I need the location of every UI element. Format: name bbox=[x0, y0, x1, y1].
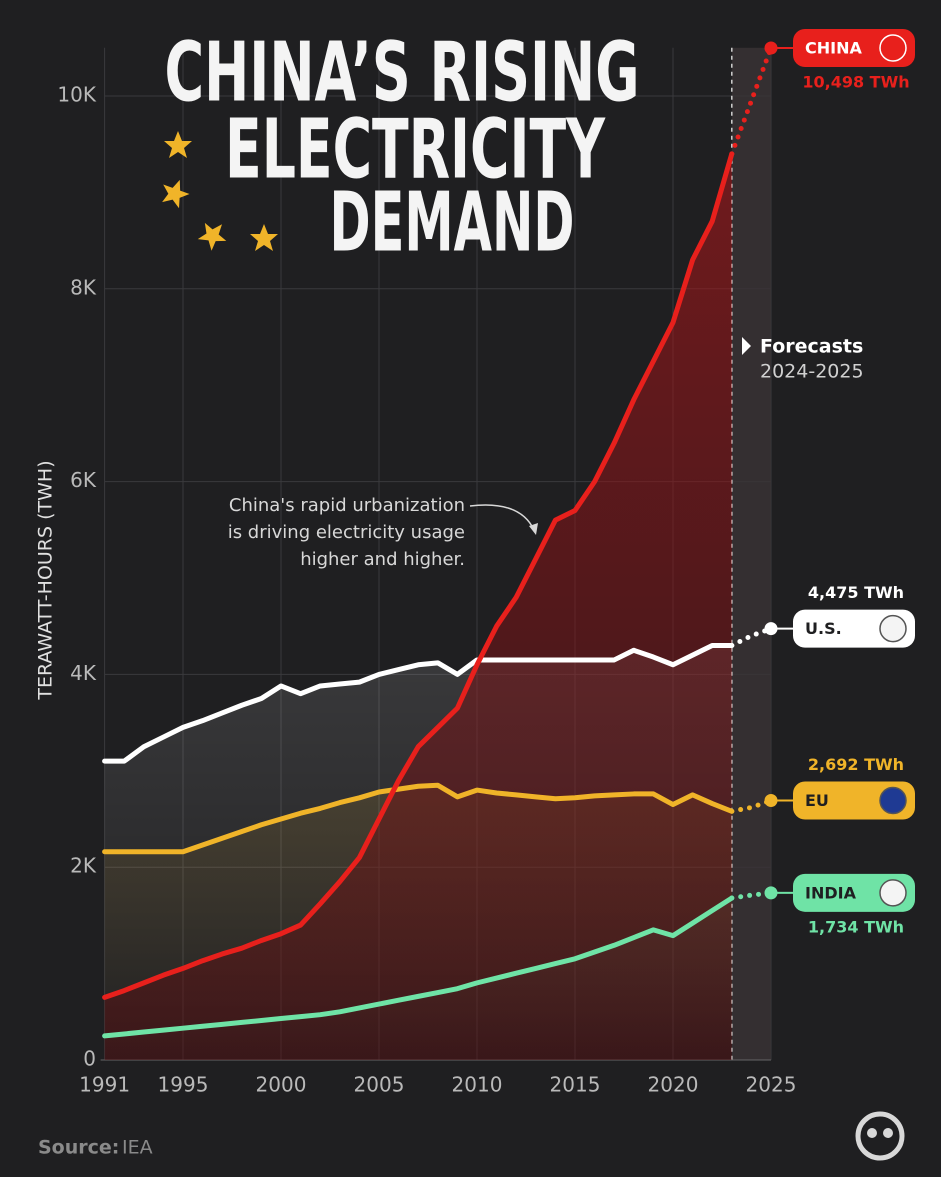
y-tick-label: 6K bbox=[70, 468, 97, 492]
star bbox=[197, 222, 227, 251]
x-tick-label: 2020 bbox=[648, 1073, 699, 1097]
value-label: 2,692 TWh bbox=[808, 755, 904, 774]
annotation: higher and higher. bbox=[300, 549, 465, 570]
x-tick-label: 2005 bbox=[354, 1073, 405, 1097]
stars bbox=[162, 131, 278, 251]
title-line: DEMAND bbox=[330, 175, 575, 270]
forecast-line bbox=[729, 626, 774, 648]
series-line bbox=[102, 782, 735, 855]
y-tick-label: 0 bbox=[83, 1047, 96, 1071]
annotation-arrow bbox=[469, 504, 535, 531]
flag-icon bbox=[879, 34, 907, 62]
annotation: is driving electricity usage bbox=[228, 522, 465, 543]
forecast-zone bbox=[731, 47, 771, 1061]
title-line: ELECTRICITY bbox=[225, 102, 606, 197]
series-line bbox=[102, 642, 735, 764]
x-tick-label: 2015 bbox=[550, 1073, 601, 1097]
series-line bbox=[102, 895, 735, 1039]
source-text: IEA bbox=[122, 1137, 153, 1159]
flag-icon bbox=[879, 786, 907, 815]
forecast-line bbox=[729, 890, 774, 901]
forecast-marker bbox=[742, 337, 751, 355]
line-layer bbox=[102, 41, 778, 1039]
y-tick-label: 4K bbox=[70, 661, 97, 685]
x-tick-label: 2000 bbox=[256, 1073, 307, 1097]
star bbox=[162, 179, 190, 209]
forecast-range: 2024-2025 bbox=[760, 361, 864, 383]
y-axis-label: TERAWATT-HOURS (TWH) bbox=[35, 460, 57, 700]
logo bbox=[855, 1111, 905, 1161]
end-point bbox=[764, 793, 778, 807]
end-point bbox=[764, 886, 778, 900]
x-tick-label: 2010 bbox=[452, 1073, 503, 1097]
forecast-line bbox=[729, 45, 774, 157]
series-line bbox=[102, 151, 735, 1000]
legend-label: CHINA bbox=[805, 38, 862, 57]
end-point bbox=[764, 622, 778, 636]
arrow-head bbox=[529, 523, 538, 535]
value-label: 4,475 TWh bbox=[808, 583, 904, 602]
end-point bbox=[764, 41, 778, 55]
y-tick-label: 2K bbox=[70, 854, 97, 878]
label-layer: CHINA’S RISING ELECTRICITY DEMAND China'… bbox=[35, 25, 915, 1161]
legend-label: EU bbox=[805, 791, 829, 810]
flag-icon bbox=[879, 879, 907, 907]
flag-icon bbox=[879, 614, 907, 643]
forecast-line bbox=[729, 797, 774, 814]
area bbox=[104, 153, 732, 1061]
star bbox=[250, 224, 278, 251]
annotation: China's rapid urbanization bbox=[229, 495, 465, 516]
star bbox=[164, 131, 192, 158]
legend-label: U.S. bbox=[805, 619, 842, 638]
x-tick-label: 2025 bbox=[746, 1073, 797, 1097]
logo-dot bbox=[867, 1128, 877, 1138]
logo-ring bbox=[855, 1111, 905, 1161]
logo-dot bbox=[883, 1128, 893, 1138]
x-tick-label: 1991 bbox=[79, 1073, 130, 1097]
value-label: 10,498 TWh bbox=[802, 72, 909, 91]
forecast-label: Forecasts bbox=[760, 336, 863, 358]
source-label: Source: bbox=[38, 1137, 119, 1159]
x-tick-label: 1995 bbox=[158, 1073, 209, 1097]
y-tick-label: 10K bbox=[57, 83, 96, 107]
y-tick-label: 8K bbox=[70, 275, 97, 299]
value-label: 1,734 TWh bbox=[808, 917, 904, 936]
legend-label: INDIA bbox=[805, 883, 857, 902]
title-line: CHINA’S RISING bbox=[165, 25, 640, 120]
